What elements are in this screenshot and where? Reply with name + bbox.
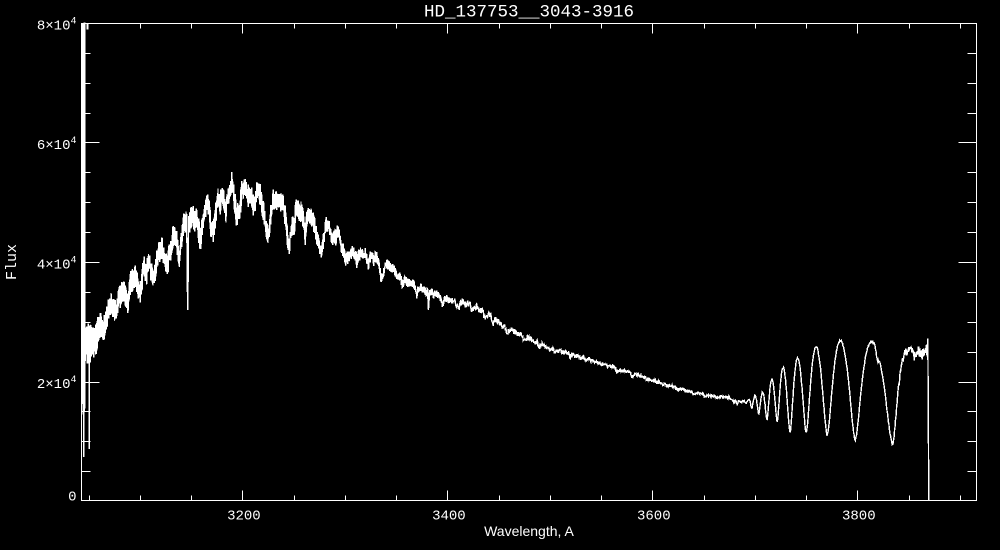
svg-text:Flux: Flux: [4, 244, 21, 280]
svg-text:HD_137753__3043-3916: HD_137753__3043-3916: [424, 3, 634, 23]
svg-text:3400: 3400: [432, 509, 466, 525]
svg-text:3800: 3800: [842, 509, 876, 525]
svg-text:Wavelength, A: Wavelength, A: [484, 523, 574, 539]
svg-text:3600: 3600: [637, 509, 671, 525]
svg-text:3200: 3200: [227, 509, 261, 525]
svg-text:4×104: 4×104: [37, 256, 77, 274]
svg-text:8×104: 8×104: [37, 17, 77, 35]
svg-text:0: 0: [68, 490, 76, 506]
svg-text:2×104: 2×104: [37, 375, 77, 393]
svg-text:6×104: 6×104: [37, 136, 77, 154]
